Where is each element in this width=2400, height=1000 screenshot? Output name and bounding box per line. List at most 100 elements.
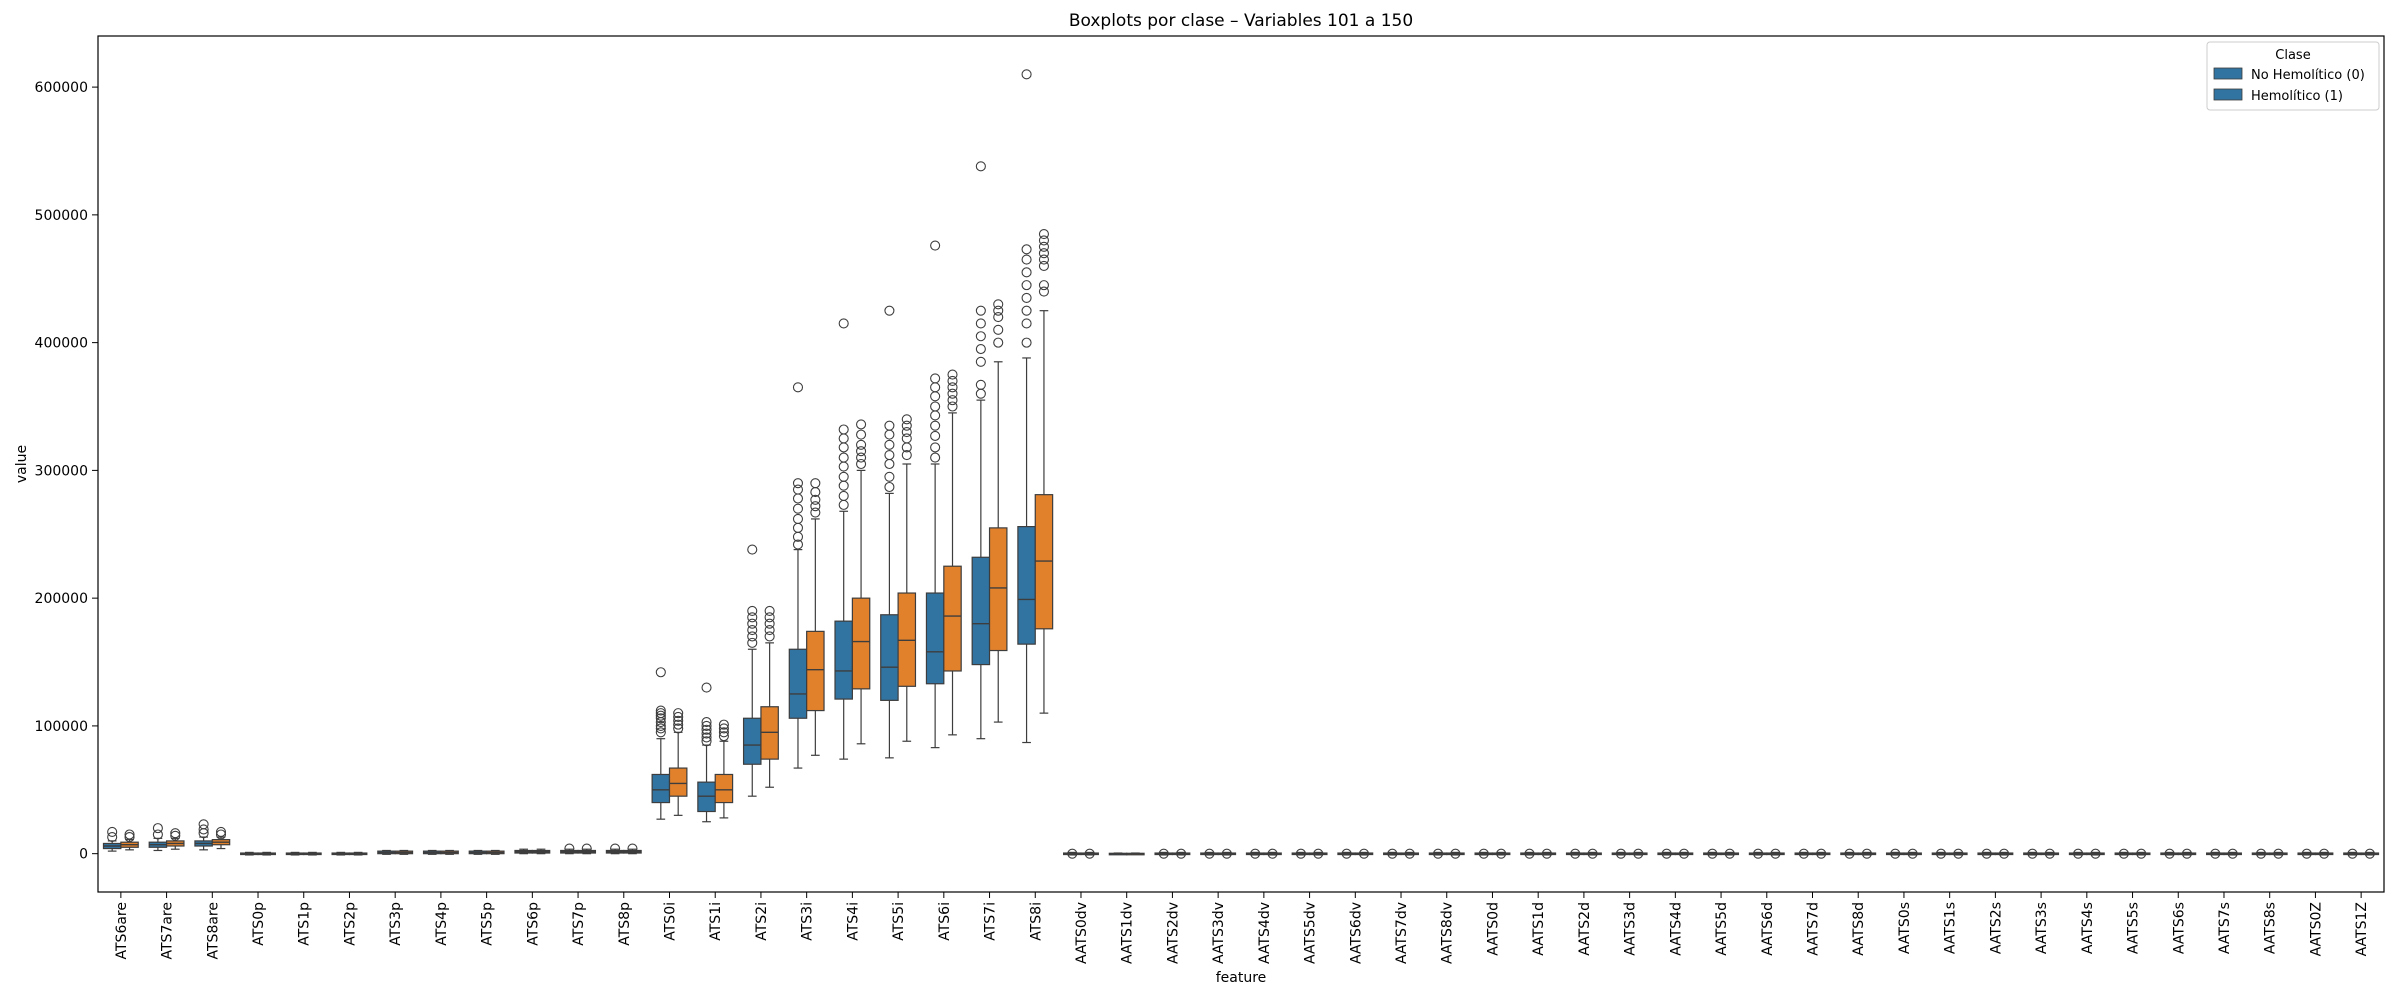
x-tick-label: AATS4s	[2080, 902, 2096, 954]
outlier-point	[792, 478, 804, 489]
outlier-point	[1953, 848, 1964, 859]
x-tick-label: ATS4p	[434, 902, 450, 946]
outlier-point	[701, 732, 712, 743]
outlier-point	[947, 388, 958, 399]
outlier-point	[993, 324, 1004, 335]
x-tick-label: AATS8s	[2263, 902, 2279, 954]
outlier-point	[1038, 235, 1049, 246]
legend-frame	[2206, 41, 2380, 111]
box-AATS1dv-series-0	[1108, 852, 1128, 856]
x-tick-label: ATS2i	[754, 902, 770, 941]
outlier-point	[764, 625, 775, 636]
outlier-point	[947, 382, 958, 393]
outlier-point	[2347, 848, 2358, 859]
outlier-point	[2073, 848, 2084, 859]
outlier-point	[993, 312, 1004, 323]
box-ATS6are-series-0	[102, 826, 122, 852]
box-AATS7d-series-0	[1794, 848, 1814, 859]
x-tick-label: ATS7p	[571, 902, 587, 946]
outlier-point	[1798, 848, 1809, 859]
outlier-point	[1724, 848, 1735, 859]
box-AATS2s-series-1	[1994, 848, 2014, 859]
box-AATS8s-series-0	[2251, 848, 2271, 859]
box-AATS5s-series-0	[2114, 848, 2134, 859]
outlier-point	[1067, 848, 1078, 859]
outlier-point	[856, 458, 867, 470]
outlier-point	[1907, 848, 1918, 859]
outlier-point	[1678, 848, 1690, 859]
box-AATS0d-series-0	[1474, 848, 1494, 859]
outlier-point	[2090, 848, 2101, 859]
outlier-point	[747, 605, 758, 616]
box-iqr	[668, 767, 688, 797]
x-tick-label: ATS6p	[525, 902, 541, 946]
outlier-point	[673, 715, 684, 726]
outlier-point	[901, 450, 912, 461]
box-ATS8p-series-1	[623, 843, 642, 855]
outlier-point	[1707, 848, 1718, 859]
outlier-point	[1541, 848, 1552, 859]
box-iqr	[880, 614, 899, 701]
outlier-point	[947, 395, 958, 406]
outlier-point	[1935, 848, 1947, 859]
x-tick-label: AATS6dv	[1348, 902, 1364, 964]
outlier-point	[975, 318, 986, 329]
x-tick-label: AATS1s	[1943, 902, 1959, 954]
x-tick-label: AATS7dv	[1394, 902, 1410, 964]
outlier-point	[718, 727, 729, 738]
outlier-point	[655, 710, 666, 721]
box-AATS3s-series-1	[2040, 848, 2060, 859]
chart-title: Boxplots por clase – Variables 101 a 150	[1069, 11, 1413, 31]
x-tick-label: AATS1Z	[2354, 902, 2370, 956]
box-AATS3dv-series-1	[1217, 848, 1237, 859]
box-ATS8are-series-0	[194, 819, 213, 851]
outlier-point	[1038, 248, 1049, 259]
box-ATS1p-series-1	[303, 851, 322, 856]
outlier-point	[1021, 267, 1032, 278]
outlier-point	[764, 618, 775, 629]
box-AATS3d-series-1	[1629, 848, 1648, 859]
outlier-point	[107, 826, 118, 838]
outlier-point	[673, 708, 684, 719]
outlier-point	[1496, 848, 1507, 859]
box-AATS5d-series-1	[1720, 848, 1740, 859]
x-tick-label: ATS0i	[663, 902, 679, 941]
box-ATS1i-series-0	[697, 682, 716, 823]
box-AATS7s-series-1	[2223, 848, 2242, 859]
box-AATS8d-series-0	[1840, 848, 1859, 859]
outlier-point	[655, 667, 666, 678]
outlier-point	[930, 430, 941, 441]
box-ATS5p-series-1	[486, 849, 505, 855]
x-tick-label: AATS2dv	[1165, 902, 1181, 964]
box-AATS4dv-series-1	[1263, 848, 1282, 859]
y-tick-label: 300000	[35, 463, 88, 479]
box-iqr	[714, 773, 734, 804]
x-tick-label: AATS6d	[1760, 902, 1776, 956]
outlier-point	[2210, 848, 2221, 859]
outlier-point	[901, 420, 912, 431]
outlier-point	[1038, 260, 1049, 272]
outlier-point	[747, 625, 758, 636]
outlier-point	[856, 446, 867, 457]
outlier-point	[1633, 848, 1644, 859]
x-tick-label: ATS6i	[937, 902, 953, 941]
x-tick-label: AATS5d	[1714, 902, 1730, 956]
outlier-point	[993, 305, 1004, 316]
outlier-point	[701, 736, 712, 747]
outlier-point	[1861, 848, 1872, 859]
legend-swatch-no-hemolitico	[2213, 67, 2243, 80]
outlier-point	[581, 843, 592, 854]
outlier-point	[764, 631, 775, 642]
box-ATS1p-series-0	[285, 851, 305, 856]
outlier-point	[764, 605, 775, 616]
outlier-point	[810, 478, 821, 489]
outlier-point	[1021, 318, 1032, 329]
box-AATS8s-series-1	[2269, 848, 2288, 859]
outlier-point	[1204, 848, 1215, 859]
outlier-point	[1570, 848, 1581, 859]
outlier-point	[1176, 848, 1187, 859]
box-AATS5dv-series-0	[1291, 848, 1311, 859]
outlier-point	[838, 471, 849, 482]
outlier-point	[1021, 280, 1032, 291]
outlier-point	[655, 708, 666, 719]
